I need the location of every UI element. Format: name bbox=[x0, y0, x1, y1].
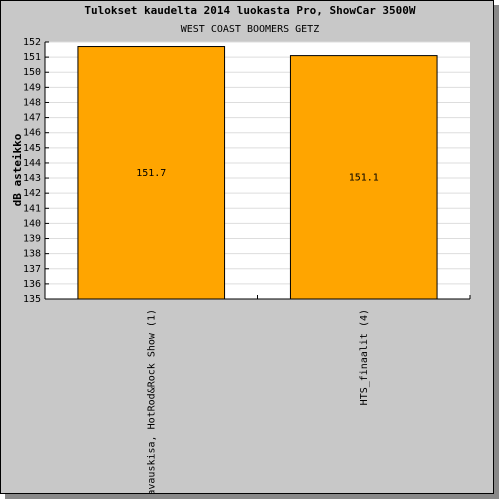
y-tick-label: 150 bbox=[23, 67, 41, 78]
y-tick-label: 138 bbox=[23, 249, 41, 260]
y-tick-label: 145 bbox=[23, 143, 41, 154]
y-tick-label: 144 bbox=[23, 158, 41, 169]
chart-title: Tulokset kaudelta 2014 luokasta Pro, Sho… bbox=[84, 4, 416, 17]
y-tick-label: 152 bbox=[23, 37, 41, 48]
value-label: 151.7 bbox=[136, 168, 166, 179]
bar bbox=[77, 46, 226, 300]
y-tick-label: 142 bbox=[23, 188, 41, 199]
y-tick-label: 151 bbox=[23, 52, 41, 63]
x-tick-label: avauskisa, HotRod&Rock Show (1) bbox=[146, 309, 157, 496]
x-tick-label: HTS_finaalit (4) bbox=[359, 309, 370, 405]
y-tick-label: 137 bbox=[23, 264, 41, 275]
y-tick-label: 135 bbox=[23, 294, 41, 305]
y-axis-label: dB asteikko bbox=[11, 133, 24, 206]
y-tick-label: 141 bbox=[23, 203, 41, 214]
y-tick-label: 146 bbox=[23, 128, 41, 139]
plot: 135 136 137 138 139 140 141 142 143 144 145 146 147 1… bbox=[23, 37, 471, 496]
y-tick-label: 143 bbox=[23, 173, 41, 184]
y-tick-label: 136 bbox=[23, 279, 41, 290]
value-label: 151.1 bbox=[349, 172, 379, 183]
y-tick-label: 147 bbox=[23, 113, 41, 124]
chart-subtitle: WEST COAST BOOMERS GETZ bbox=[181, 24, 319, 35]
bar bbox=[289, 55, 438, 300]
y-tick-label: 140 bbox=[23, 218, 41, 229]
y-tick-label: 139 bbox=[23, 234, 41, 245]
y-tick-label: 149 bbox=[23, 82, 41, 93]
y-tick-label: 148 bbox=[23, 97, 41, 108]
